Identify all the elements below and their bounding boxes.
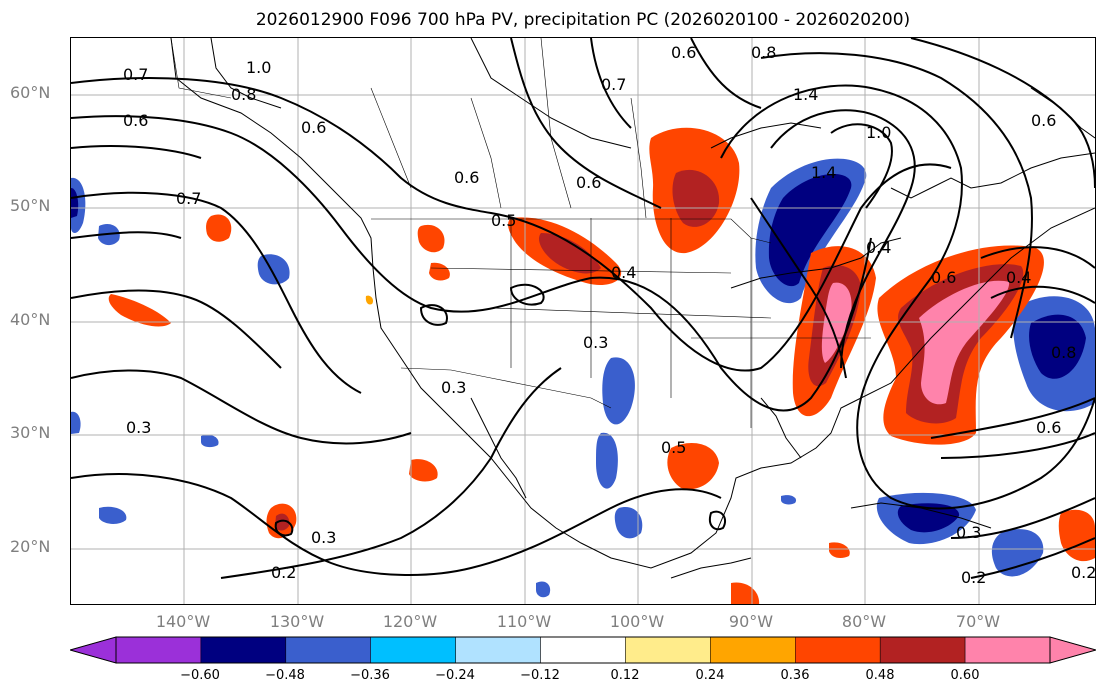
precip-negative-shading bbox=[71, 158, 1095, 598]
lon-label-100w: 100°W bbox=[609, 612, 665, 631]
lon-label-130w: 130°W bbox=[269, 612, 325, 631]
contour-label: 0.6 bbox=[1036, 418, 1061, 437]
contour-label: 0.3 bbox=[126, 418, 151, 437]
colorbar-segment bbox=[1049, 636, 1097, 664]
contour-label: 0.6 bbox=[123, 111, 148, 130]
contour-label: 0.6 bbox=[671, 43, 696, 62]
lon-label-110w: 110°W bbox=[496, 612, 552, 631]
contour-label: 0.2 bbox=[271, 563, 296, 582]
map-title: 2026012900 F096 700 hPa PV, precipitatio… bbox=[255, 10, 911, 30]
contour-label: 0.3 bbox=[441, 378, 466, 397]
contour-label: 0.3 bbox=[583, 333, 608, 352]
lon-label-80w: 80°W bbox=[841, 612, 887, 631]
colorbar-tick-label: −0.12 bbox=[520, 668, 560, 683]
colorbar-segment bbox=[795, 636, 881, 664]
contour-label: 0.2 bbox=[1071, 563, 1096, 582]
contour-label: 0.6 bbox=[576, 173, 601, 192]
contour-label: 0.4 bbox=[611, 263, 636, 282]
lat-label-50n: 50°N bbox=[10, 196, 51, 215]
contour-label: 0.6 bbox=[1031, 111, 1056, 130]
colorbar-strip bbox=[68, 636, 1098, 664]
contour-label: 0.6 bbox=[931, 268, 956, 287]
contour-label: 0.4 bbox=[866, 238, 891, 257]
contour-label: 0.4 bbox=[1006, 268, 1031, 287]
contour-label: 0.3 bbox=[956, 523, 981, 542]
colorbar-segment bbox=[455, 636, 541, 664]
contour-label: 1.4 bbox=[811, 163, 836, 182]
lon-label-70w: 70°W bbox=[955, 612, 1001, 631]
contour-label: 0.7 bbox=[601, 75, 626, 94]
colorbar-tick-label: −0.48 bbox=[265, 668, 305, 683]
contour-label: 0.2 bbox=[961, 568, 986, 587]
lon-label-140w: 140°W bbox=[155, 612, 211, 631]
map-panel: 0.7 0.8 1.0 0.6 0.6 0.7 0.6 0.5 0.6 0.4 … bbox=[70, 37, 1096, 605]
lat-label-20n: 20°N bbox=[10, 537, 51, 556]
colorbar-tick-label: −0.24 bbox=[435, 668, 475, 683]
contour-label: 0.7 bbox=[176, 189, 201, 208]
graticule bbox=[71, 38, 1095, 604]
contour-label: 0.5 bbox=[661, 438, 686, 457]
colorbar-segment bbox=[115, 636, 202, 664]
colorbar-tick-label: 0.60 bbox=[950, 668, 980, 683]
colorbar-segment bbox=[879, 636, 966, 664]
colorbar-tick-label: −0.36 bbox=[350, 668, 390, 683]
contour-label: 0.8 bbox=[1051, 343, 1076, 362]
political-borders bbox=[170, 38, 871, 428]
colorbar-tick-label: 0.24 bbox=[695, 668, 725, 683]
colorbar-frame bbox=[115, 636, 1051, 664]
colorbar-tick-label: 0.12 bbox=[610, 668, 640, 683]
contour-label: 0.5 bbox=[491, 211, 516, 230]
lat-label-30n: 30°N bbox=[10, 423, 51, 442]
contour-label: 0.3 bbox=[311, 528, 336, 547]
lon-label-90w: 90°W bbox=[728, 612, 774, 631]
colorbar bbox=[68, 636, 1098, 668]
lon-label-120w: 120°W bbox=[382, 612, 438, 631]
colorbar-tick-label: 0.36 bbox=[780, 668, 810, 683]
contour-label: 0.6 bbox=[301, 118, 326, 137]
colorbar-tick-label: 0.48 bbox=[865, 668, 895, 683]
contour-label: 0.8 bbox=[751, 43, 776, 62]
colorbar-segment bbox=[964, 636, 1051, 664]
colorbar-segment bbox=[200, 636, 287, 664]
colorbar-segment bbox=[69, 636, 117, 664]
colorbar-segment bbox=[625, 636, 711, 664]
colorbar-segment bbox=[710, 636, 796, 664]
pv-contours bbox=[71, 38, 1095, 579]
contour-label: 1.0 bbox=[246, 58, 271, 77]
contour-labels: 0.7 0.8 1.0 0.6 0.6 0.7 0.6 0.5 0.6 0.4 … bbox=[123, 43, 1096, 587]
contour-label: 0.6 bbox=[454, 168, 479, 187]
colorbar-segment bbox=[370, 636, 456, 664]
contour-label: 0.7 bbox=[123, 65, 148, 84]
contour-label: 0.8 bbox=[231, 85, 256, 104]
map-canvas: 0.7 0.8 1.0 0.6 0.6 0.7 0.6 0.5 0.6 0.4 … bbox=[71, 38, 1096, 604]
colorbar-tick-label: −0.60 bbox=[180, 668, 220, 683]
colorbar-segment bbox=[540, 636, 626, 664]
contour-label: 1.0 bbox=[866, 123, 891, 142]
colorbar-segment bbox=[285, 636, 371, 664]
contour-label: 1.4 bbox=[793, 85, 818, 104]
lat-label-60n: 60°N bbox=[10, 83, 51, 102]
lat-label-40n: 40°N bbox=[10, 310, 51, 329]
